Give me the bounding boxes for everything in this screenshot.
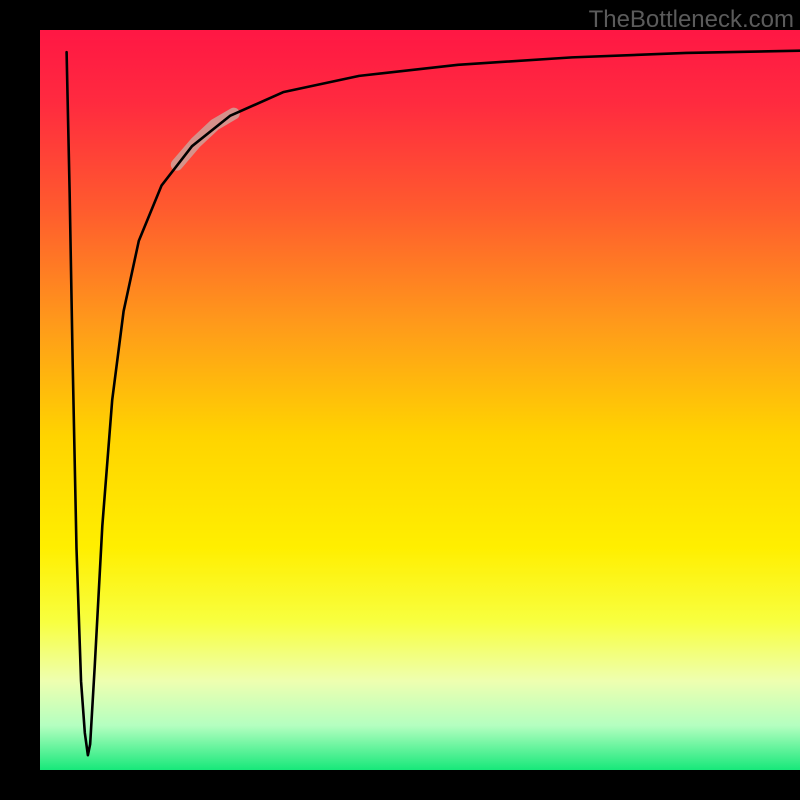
plot-area [40,30,800,770]
watermark-text: TheBottleneck.com [589,6,794,34]
chart-container: TheBottleneck.com [0,0,800,800]
